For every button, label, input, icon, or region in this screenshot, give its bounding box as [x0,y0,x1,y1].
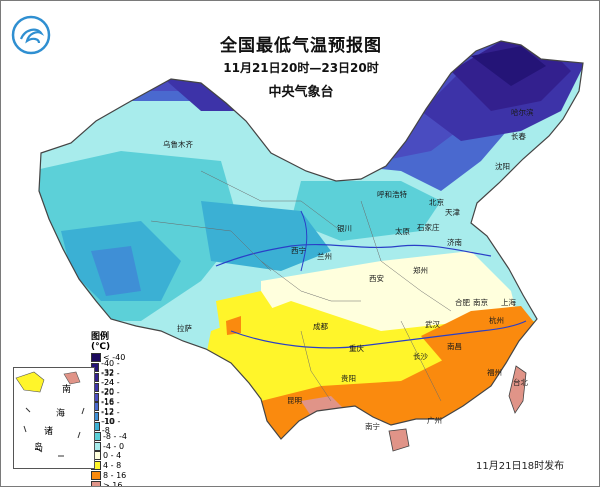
city-label-fz: 福州 [487,368,502,377]
city-label-hhht: 呼和浩特 [377,190,407,199]
city-label-tb: 台北 [513,378,528,387]
city-label-nc: 南昌 [447,342,462,351]
city-label-sjz: 石家庄 [417,223,440,232]
map-title: 全国最低气温预报图 [220,36,382,56]
legend-label: -32 - -24 [101,368,120,387]
city-label-ty: 太原 [395,227,410,236]
legend-label: > 16 [103,480,123,487]
country-border [38,40,584,440]
legend-item: -8 - -4 [91,431,127,441]
legend-item: -4 - 0 [91,441,127,451]
cma-logo-icon [11,15,51,55]
city-label-ls: 拉萨 [177,324,192,333]
inset-label-4: 岛 [34,443,44,453]
south-china-sea-inset: 南 海 诸 岛 [13,367,95,469]
legend-label: < -40 [103,353,126,363]
legend-item: > 16 [91,480,127,487]
city-label-sy: 沈阳 [495,162,510,171]
legend-swatch [91,470,101,480]
city-label-cc: 长春 [511,132,526,141]
city-label-tj: 天津 [445,208,460,217]
legend-label: -12 - -10 [101,407,120,426]
inset-label-3: 诸 [44,427,54,437]
legend-label: -4 - 0 [103,441,125,451]
issue-time: 11月21日18时发布 [476,461,565,472]
city-label-km: 昆明 [287,396,302,405]
city-label-xa: 西安 [369,274,384,283]
hainan-island [388,428,410,452]
city-label-nn: 南宁 [365,422,380,431]
legend-item: 4 - 8 [91,461,127,471]
city-label-wh: 武汉 [425,320,440,329]
legend-label: -24 - -20 [101,378,120,397]
map-legend: 图例(℃) < -40 -40 - -32 -32 - -24 -24 - -20 -2… [91,329,127,487]
taiwan-island [508,365,527,414]
legend-label: -16 - -12 [101,397,120,416]
legend-swatch [91,480,101,486]
agency-name: 中央气象台 [268,85,334,100]
city-label-hz: 杭州 [489,316,504,325]
legend-item: -10 - -8 [91,417,127,435]
legend-label: -40 - -32 [101,358,120,377]
city-label-yc: 银川 [337,224,352,233]
legend-item: 0 - 4 [91,451,127,461]
forecast-period: 11月21日20时—23日20时 [223,61,379,75]
city-label-cq: 重庆 [349,344,364,353]
legend-label: 4 - 8 [103,461,122,471]
city-label-cd: 成都 [313,322,328,331]
city-label-sh: 上海 [501,298,516,307]
yangtze-river [230,320,527,349]
legend-label: 0 - 4 [103,451,122,461]
city-label-zz: 郑州 [413,266,428,275]
province-boundaries [150,170,452,402]
legend-label: -20 - -16 [101,388,120,407]
legend-title: 图例(℃) [91,332,111,352]
city-label-gy: 贵阳 [341,374,356,383]
legend-label: -10 - -8 [101,417,121,436]
city-label-jn: 济南 [447,238,462,247]
city-label-wlmq: 乌鲁木齐 [163,140,193,149]
city-label-nj: 南京 [473,298,488,307]
legend-swatch [91,353,101,363]
city-label-gz: 广州 [427,416,442,425]
city-label-hf: 合肥 [455,298,470,307]
city-label-heb: 哈尔滨 [511,108,534,117]
city-label-bj: 北京 [429,198,444,207]
river-branch [300,210,308,272]
city-label-xn: 西宁 [291,246,306,255]
city-label-lz: 兰州 [317,252,332,261]
legend-item: 8 - 16 [91,470,127,481]
yellow-river [215,243,492,267]
inset-label-2: 海 [56,409,66,419]
city-label-cs: 长沙 [413,352,428,361]
legend-label: -8 - -4 [103,431,127,441]
legend-item: < -40 [91,353,127,363]
inset-label-1: 南 [62,385,72,395]
legend-label: 8 - 16 [103,470,127,480]
